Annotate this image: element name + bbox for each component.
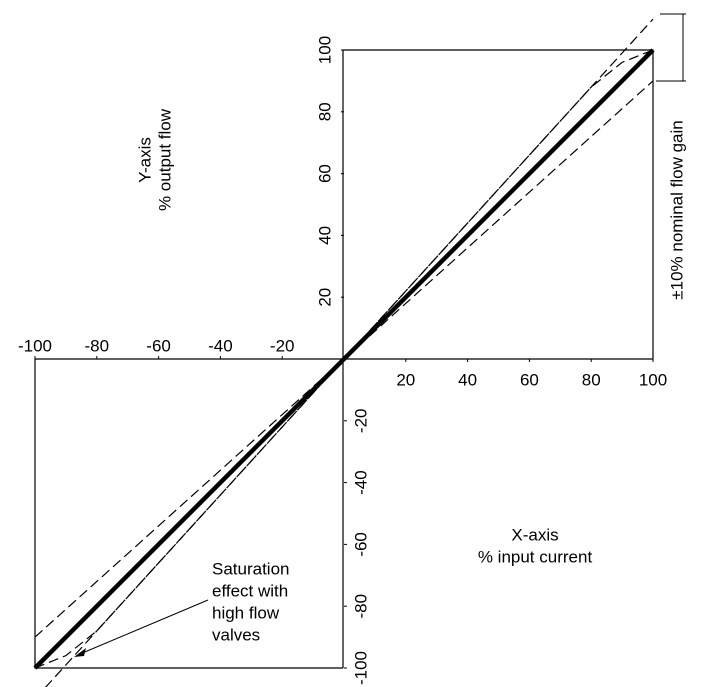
- x-tick-label: -40: [208, 336, 233, 355]
- saturation-note: effect with: [212, 581, 288, 600]
- y-tick-label: -40: [351, 470, 370, 495]
- x-tick-label: 80: [582, 370, 601, 389]
- x-axis-title: X-axis: [511, 525, 558, 544]
- y-axis-title: Y-axis: [135, 137, 154, 183]
- y-axis-subtitle: % output flow: [155, 108, 174, 211]
- y-tick-label: 20: [315, 288, 334, 307]
- x-tick-label: 20: [396, 370, 415, 389]
- dashed-line: [34, 80, 654, 638]
- y-tick-label: -60: [351, 532, 370, 557]
- y-tick-label: 100: [315, 36, 334, 64]
- y-tick-label: -100: [351, 651, 370, 685]
- x-tick-label: -100: [18, 336, 52, 355]
- y-tick-label: -80: [351, 594, 370, 619]
- y-tick-label: 40: [315, 226, 334, 245]
- x-tick-label: -60: [146, 336, 171, 355]
- saturation-note: high flow: [212, 603, 280, 622]
- x-tick-label: 40: [458, 370, 477, 389]
- x-tick-label: 60: [520, 370, 539, 389]
- y-tick-label: 80: [315, 102, 334, 121]
- y-tick-label: 60: [315, 164, 334, 183]
- saturation-arrow: [79, 599, 209, 655]
- arrow-head: [74, 648, 86, 657]
- x-axis-subtitle: % input current: [478, 547, 593, 566]
- dashed-line: [45, 18, 654, 687]
- dashed-line: [34, 49, 654, 669]
- x-tick-label: -80: [85, 336, 110, 355]
- saturation-note: valves: [212, 625, 260, 644]
- x-tick-label: -20: [270, 336, 295, 355]
- saturation-note: Saturation: [212, 559, 290, 578]
- x-tick-label: 100: [639, 370, 667, 389]
- gain-annotation: ±10% nominal flow gain: [667, 120, 686, 299]
- gain-bracket: [656, 13, 686, 82]
- y-tick-label: -20: [351, 409, 370, 434]
